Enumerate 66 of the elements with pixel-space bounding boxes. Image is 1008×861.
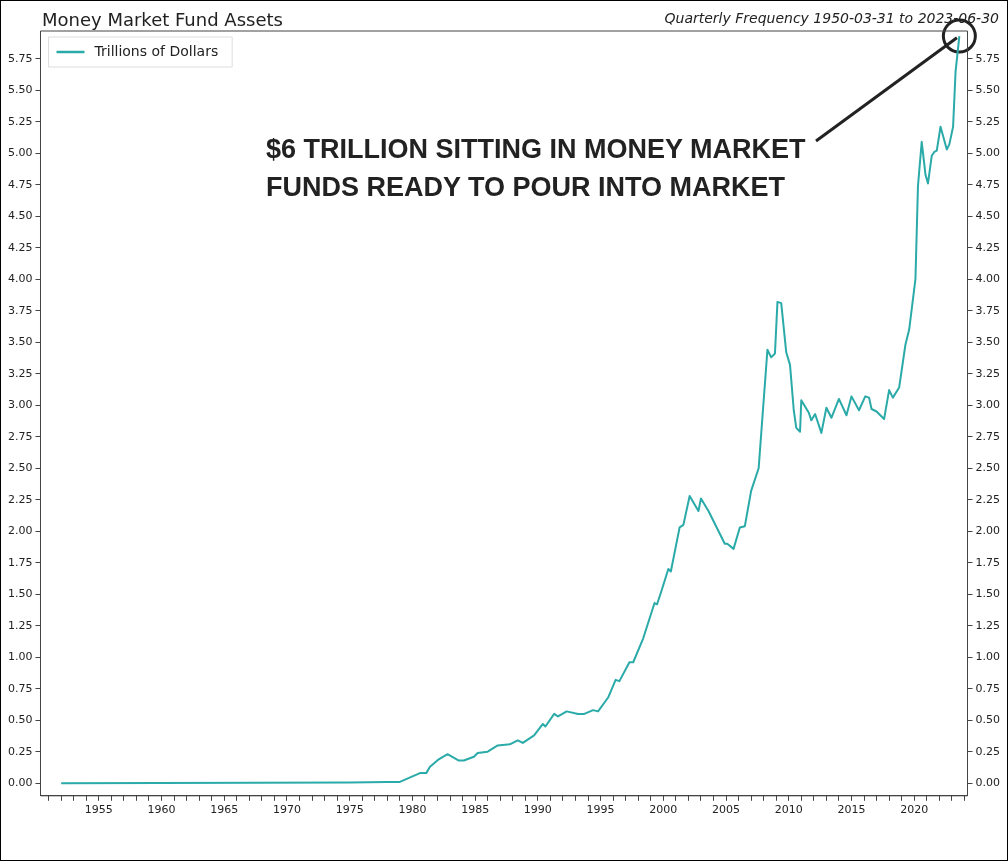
y2-tick-label: 3.00 [975,398,1001,412]
x-tick-label: 1955 [84,803,113,817]
chart-subtitle: Quarterly Frequency 1950-03-31 to 2023-06-30 [664,10,999,26]
x-tick-label: 2020 [900,803,929,817]
y2-tick-label: 0.75 [975,681,1001,695]
x-tick-label: 1980 [398,803,427,817]
y2-tick-label: 1.25 [975,618,1001,632]
x-tick-label: 1965 [210,803,239,817]
y2-tick-label: 2.75 [975,429,1001,443]
y-tick-label: 0.00 [7,776,33,790]
y-tick-label: 1.00 [7,650,33,664]
x-tick-label: 1960 [147,803,176,817]
x-tick-label: 1985 [461,803,490,817]
y2-tick-label: 5.25 [975,114,1001,128]
y2-tick-label: 5.00 [975,146,1001,160]
x-tick-label: 2015 [837,803,866,817]
chart-title: Money Market Fund Assets [42,9,283,30]
x-tick-label: 1975 [335,803,364,817]
y2-tick-label: 2.50 [975,461,1001,475]
y-tick-label: 2.25 [7,492,33,506]
y2-tick-label: 4.00 [975,272,1001,286]
y2-tick-label: 1.50 [975,587,1001,601]
y2-tick-label: 1.75 [975,555,1001,569]
x-tick-label: 1970 [272,803,301,817]
annotation: $6 TRILLION SITTING IN MONEY MARKET FUNDS READY TO POUR INTO MARKET [266,134,807,203]
y2-tick-label: 0.50 [975,713,1001,727]
y2-tick-label: 1.00 [975,650,1001,664]
y2-tick-label: 5.75 [975,51,1001,65]
y2-tick-label: 3.25 [975,366,1001,380]
y2-tick-label: 3.50 [975,335,1001,349]
x-tick-label: 2005 [712,803,741,817]
y-tick-label: 0.25 [7,744,33,758]
y-tick-label: 0.50 [7,713,33,727]
x-tick-label: 2000 [649,803,678,817]
legend-label: Trillions of Dollars [93,42,219,59]
y-tick-label: 1.75 [7,555,33,569]
y-tick-label: 1.25 [7,618,33,632]
y-tick-label: 3.50 [7,335,33,349]
y-tick-label: 4.75 [7,177,33,191]
y-tick-label: 5.50 [7,83,33,97]
y2-tick-label: 2.25 [975,492,1001,506]
y-tick-label: 1.50 [7,587,33,601]
y-tick-label: 5.75 [7,51,33,65]
y-tick-label: 4.50 [7,209,33,223]
y-tick-label: 4.00 [7,272,33,286]
y-tick-label: 3.75 [7,303,33,317]
y-tick-label: 3.25 [7,366,33,380]
y-tick-label: 2.00 [7,524,33,538]
y2-tick-label: 3.75 [975,303,1001,317]
y-tick-label: 2.75 [7,429,33,443]
x-tick-label: 2010 [774,803,803,817]
y2-tick-label: 4.75 [975,177,1001,191]
y2-tick-label: 0.00 [975,776,1001,790]
y-tick-label: 0.75 [7,681,33,695]
x-tick-label: 1995 [586,803,615,817]
y-tick-label: 5.00 [7,146,33,160]
y2-tick-label: 5.50 [975,83,1001,97]
y-tick-label: 4.25 [7,240,33,254]
x-tick-label: 1990 [523,803,552,817]
y-tick-label: 5.25 [7,114,33,128]
y2-tick-label: 4.25 [975,240,1001,254]
y2-tick-label: 2.00 [975,524,1001,538]
y2-tick-label: 0.25 [975,744,1001,758]
y-tick-label: 2.50 [7,461,33,475]
y-tick-label: 3.00 [7,398,33,412]
y2-tick-label: 4.50 [975,209,1001,223]
